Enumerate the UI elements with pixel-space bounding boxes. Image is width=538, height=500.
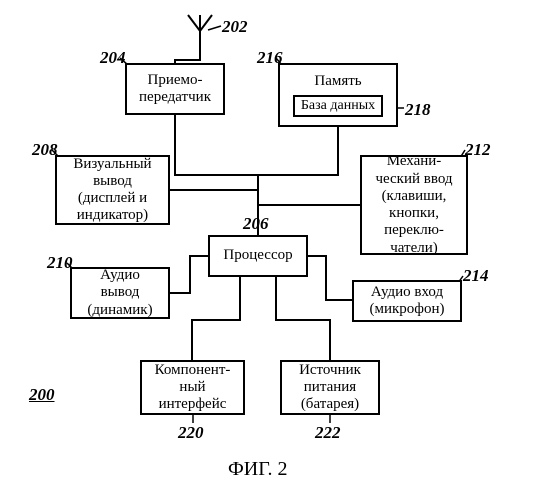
edge-antenna-transceiver [175, 45, 200, 63]
block-memory-label: Память [284, 73, 392, 90]
ref-204: 204 [100, 48, 126, 68]
block-memory-inner: База данных [293, 95, 383, 117]
edge-mech_in-processor [258, 205, 360, 235]
ref-200: 200 [29, 385, 55, 405]
ref-214: 214 [463, 266, 489, 286]
block-mech_in: Механи-ческий ввод(клавиши,кнопки,перекл… [360, 155, 468, 255]
block-visual_out: Визуальныйвывод(дисплей ииндикатор) [55, 155, 170, 225]
block-transceiver-label: Приемо-передатчик [139, 72, 211, 107]
ref-218: 218 [405, 100, 431, 120]
block-visual_out-label: Визуальныйвывод(дисплей ииндикатор) [73, 156, 151, 225]
block-processor-label: Процессор [223, 247, 292, 264]
edge-memory-processor [258, 127, 338, 175]
ref-206: 206 [243, 214, 269, 234]
edge-audio_in-processor [308, 256, 352, 300]
block-mech_in-label: Механи-ческий ввод(клавиши,кнопки,перекл… [375, 153, 452, 257]
diagram-canvas: ФИГ. 2 Приемо-передатчик Память База данны… [0, 0, 538, 500]
block-audio_out: Аудиовывод(динамик) [70, 267, 170, 319]
ref-202: 202 [222, 17, 248, 37]
block-audio_in: Аудио вход(микрофон) [352, 280, 462, 322]
block-power: Источникпитания(батарея) [280, 360, 380, 415]
ref-220: 220 [178, 423, 204, 443]
ref-212: 212 [465, 140, 491, 160]
block-memory: Память База данных [278, 63, 398, 127]
ref-222: 222 [315, 423, 341, 443]
block-comp_if-label: Компонент-ныйинтерфейс [155, 362, 231, 414]
block-comp_if: Компонент-ныйинтерфейс [140, 360, 245, 415]
block-power-label: Источникпитания(батарея) [299, 362, 361, 414]
edge-power-processor [276, 277, 330, 360]
edge-audio_out-processor [170, 256, 208, 293]
ref-216: 216 [257, 48, 283, 68]
figure-caption: ФИГ. 2 [228, 458, 288, 481]
ref-208: 208 [32, 140, 58, 160]
ref-210: 210 [47, 253, 73, 273]
block-audio_in-label: Аудио вход(микрофон) [369, 284, 444, 319]
block-audio_out-label: Аудиовывод(динамик) [87, 267, 152, 319]
block-transceiver: Приемо-передатчик [125, 63, 225, 115]
block-processor: Процессор [208, 235, 308, 277]
edge-comp_if-processor [192, 277, 240, 360]
